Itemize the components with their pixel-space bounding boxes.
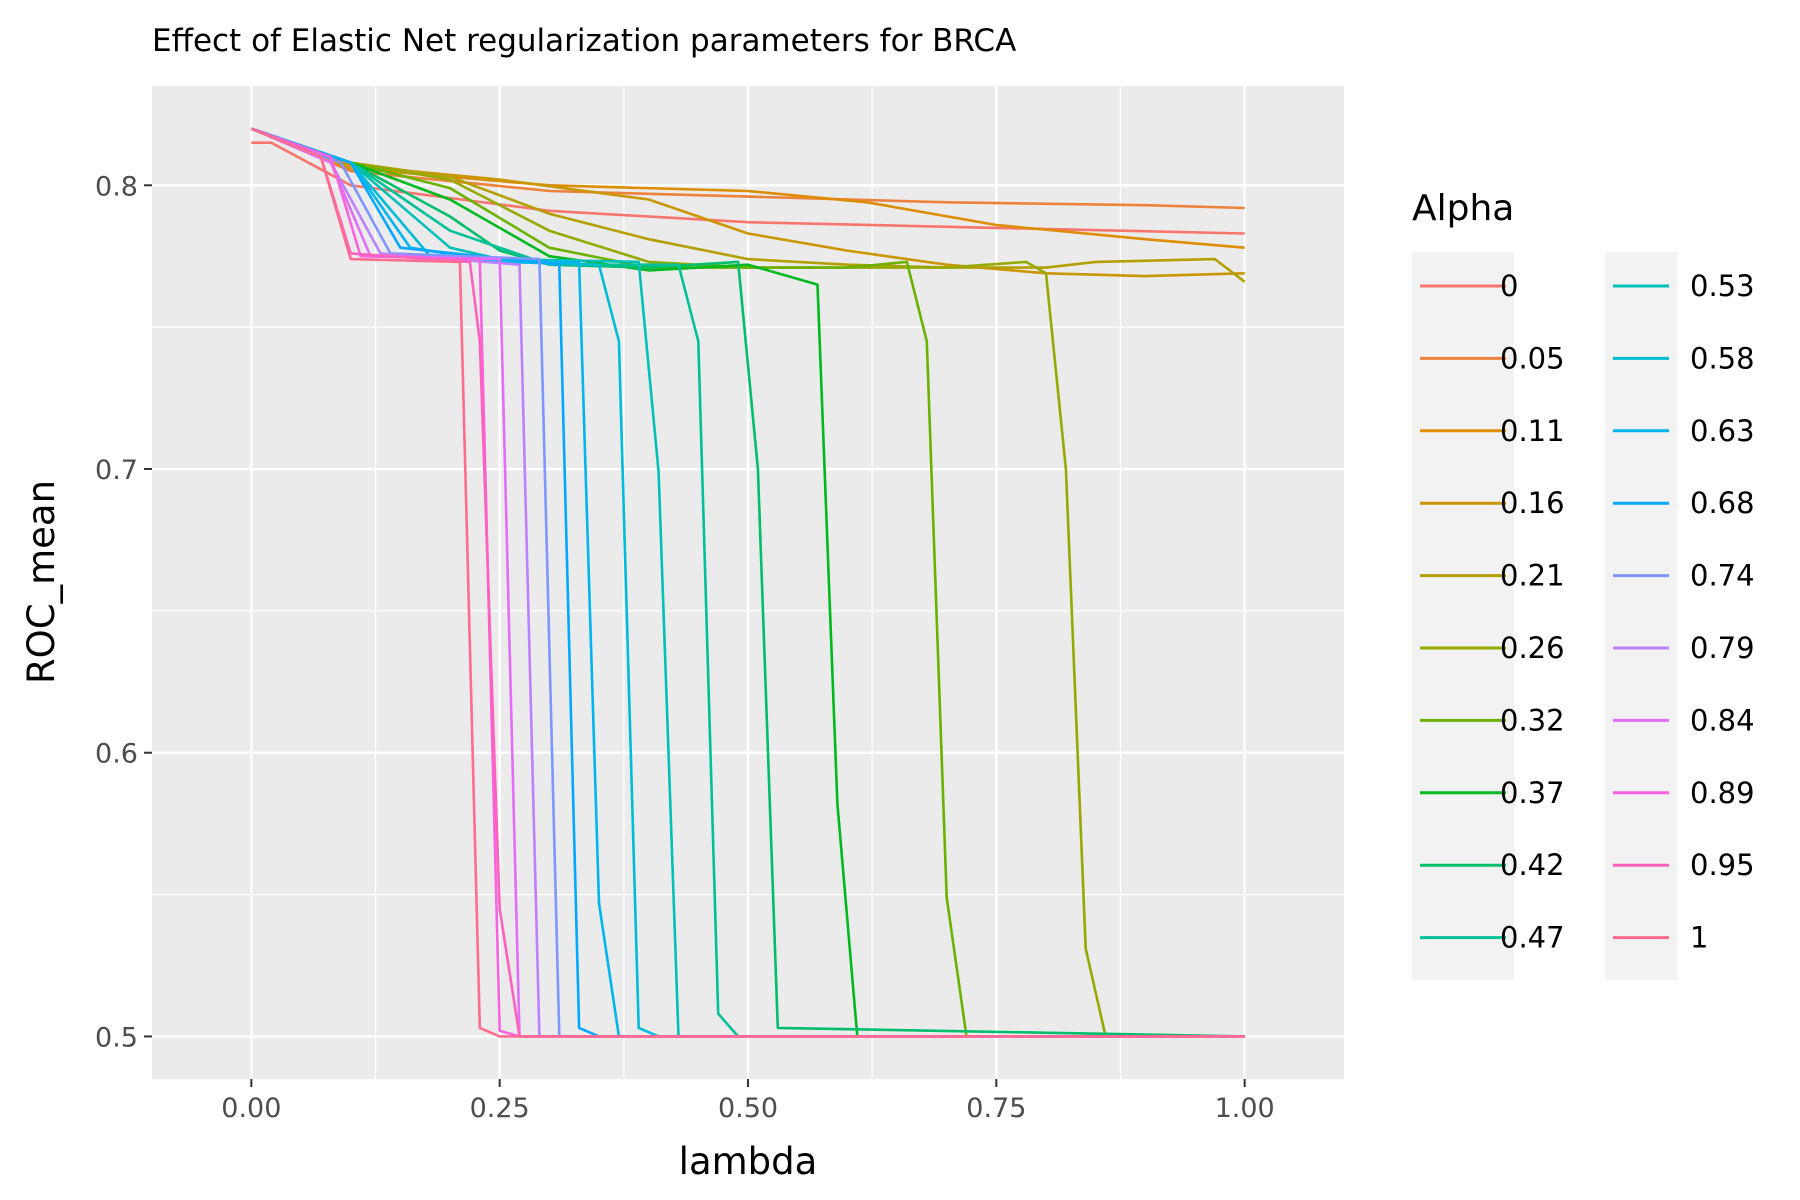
y-tick-label: 0.5 [95, 1022, 138, 1053]
y-tick-label: 0.8 [95, 171, 138, 202]
chart-title: Effect of Elastic Net regularization par… [152, 23, 1016, 59]
series-line-alpha-0.47 [250, 127, 1245, 1038]
legend-label-alpha-0.05: 0.05 [1500, 341, 1565, 375]
legend-label-alpha-0.63: 0.63 [1690, 414, 1755, 448]
legend: Alpha 0 0.05 0.11 0.16 0.21 0.26 0.32 0.37 0.42 0… [1412, 188, 1755, 980]
legend-label-alpha-0.21: 0.21 [1500, 559, 1565, 593]
legend-label-alpha-0.47: 0.47 [1500, 921, 1565, 955]
legend-key-background [1412, 252, 1514, 980]
legend-label-alpha-0.68: 0.68 [1690, 486, 1755, 520]
legend-label-alpha-0.37: 0.37 [1500, 776, 1565, 810]
legend-label-alpha-0.79: 0.79 [1690, 631, 1755, 665]
legend-key-background [1605, 252, 1677, 980]
series-line-alpha-0.21 [250, 127, 1246, 283]
y-tick-label: 0.6 [95, 739, 138, 770]
series-line-alpha-0.53 [250, 127, 1245, 1038]
series-line-alpha-0.05 [250, 127, 1245, 210]
legend-label-alpha-0.32: 0.32 [1500, 703, 1565, 737]
legend-label-alpha-0: 0 [1500, 269, 1518, 303]
x-tick-label: 0.25 [470, 1093, 530, 1124]
series-line-alpha-0.58 [250, 127, 1245, 1038]
legend-label-alpha-0.74: 0.74 [1690, 559, 1755, 593]
x-axis-ticks: 0.00 0.25 0.50 0.75 1.00 [221, 1079, 1275, 1124]
legend-label-alpha-0.58: 0.58 [1690, 341, 1755, 375]
legend-label-alpha-1: 1 [1690, 921, 1708, 955]
legend-label-alpha-0.89: 0.89 [1690, 776, 1755, 810]
y-axis-title: ROC_mean [20, 480, 63, 684]
legend-label-alpha-0.26: 0.26 [1500, 631, 1565, 665]
x-tick-label: 0.00 [221, 1093, 281, 1124]
legend-label-alpha-0.16: 0.16 [1500, 486, 1565, 520]
legend-title: Alpha [1412, 188, 1514, 229]
x-tick-label: 1.00 [1215, 1093, 1275, 1124]
series-line-alpha-1 [250, 127, 1245, 1038]
legend-label-alpha-0.42: 0.42 [1500, 848, 1565, 882]
y-tick-label: 0.7 [95, 455, 138, 486]
x-tick-label: 0.50 [718, 1093, 778, 1124]
legend-label-alpha-0.84: 0.84 [1690, 703, 1755, 737]
series-line-alpha-0.26 [250, 127, 1245, 1038]
y-axis-ticks: 0.5 0.6 0.7 0.8 [95, 171, 152, 1053]
series-line-alpha-0.37 [250, 127, 1245, 1038]
x-axis-title: lambda [679, 1140, 818, 1183]
legend-label-alpha-0.95: 0.95 [1690, 848, 1755, 882]
series-lines [250, 127, 1246, 1038]
series-line-alpha-0 [251, 141, 1245, 235]
x-tick-label: 0.75 [966, 1093, 1026, 1124]
legend-label-alpha-0.11: 0.11 [1500, 414, 1565, 448]
series-line-alpha-0.32 [250, 127, 1245, 1038]
legend-label-alpha-0.53: 0.53 [1690, 269, 1755, 303]
